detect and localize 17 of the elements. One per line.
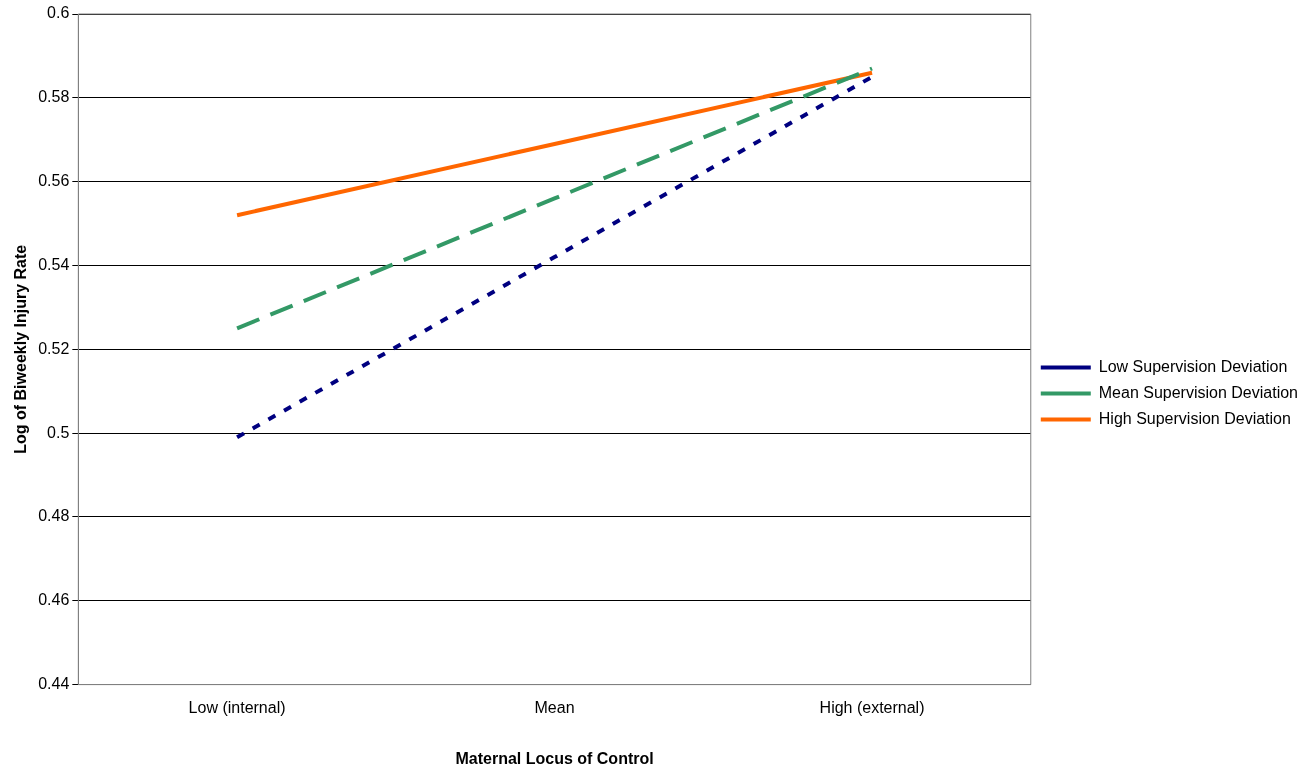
y-tick-label: 0.54: [38, 255, 70, 273]
x-tick-label: Mean: [534, 698, 575, 716]
y-tick-label: 0.5: [47, 423, 70, 441]
y-axis-title: Log of Biweekly Injury Rate: [12, 244, 30, 454]
legend-label: High Supervision Deviation: [1098, 409, 1291, 427]
y-tick-label: 0.52: [38, 339, 70, 357]
legend-label: Mean Supervision Deviation: [1098, 383, 1298, 401]
x-tick-label: High (external): [819, 698, 925, 716]
y-tick-label: 0.6: [47, 4, 70, 22]
y-tick-label: 0.48: [38, 507, 70, 525]
y-tick-label: 0.58: [38, 88, 70, 106]
y-tick-label: 0.44: [38, 675, 70, 693]
y-tick-label: 0.46: [38, 591, 70, 609]
y-tick-label: 0.56: [38, 172, 70, 190]
legend-label: Low Supervision Deviation: [1098, 357, 1288, 375]
x-axis-title: Maternal Locus of Control: [455, 749, 654, 767]
x-tick-label: Low (internal): [188, 698, 286, 716]
